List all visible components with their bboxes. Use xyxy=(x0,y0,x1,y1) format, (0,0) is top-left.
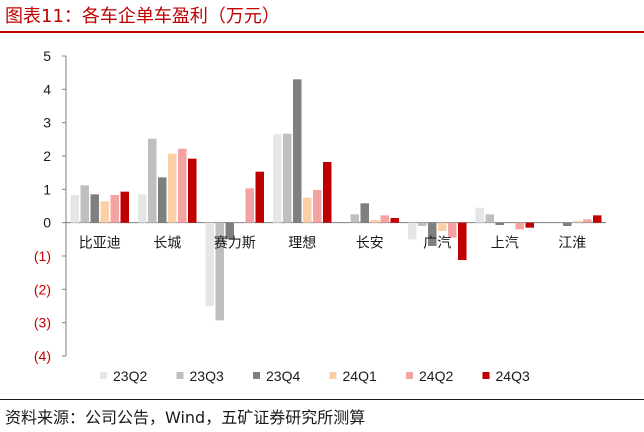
legend-swatch xyxy=(253,372,260,379)
legend-label: 24Q3 xyxy=(496,368,530,384)
bar-24Q3-赛力斯 xyxy=(255,171,264,223)
legend: 23Q2 23Q3 23Q4 24Q1 24Q2 24Q3 xyxy=(100,368,530,384)
bar-23Q4-长城 xyxy=(158,177,167,223)
bar-24Q1-广汽 xyxy=(438,222,447,231)
y-tick-label: (1) xyxy=(34,248,51,264)
bar-chart: 5 4 3 2 1 0 (1) (2) (3) (4) 比亚迪 长城 赛力斯 理想 长安 广汽 上汽 江淮 23… xyxy=(34,48,606,384)
title-underline xyxy=(0,31,644,33)
legend-label: 23Q3 xyxy=(190,368,224,384)
bar-23Q2-比亚迪 xyxy=(70,195,79,223)
category-label: 赛力斯 xyxy=(214,236,256,252)
footer-divider xyxy=(0,399,644,400)
bar-24Q1-长安 xyxy=(370,220,379,223)
bar-24Q2-长城 xyxy=(178,148,187,223)
bar-23Q4-上汽 xyxy=(495,222,504,225)
y-tick-label: 5 xyxy=(43,48,51,64)
bar-23Q2-广汽 xyxy=(408,222,417,240)
bar-24Q3-长安 xyxy=(390,218,399,223)
legend-swatch xyxy=(482,372,490,379)
bar-23Q3-长安 xyxy=(350,214,359,223)
bar-23Q4-广汽 xyxy=(428,222,437,246)
bar-23Q4-赛力斯 xyxy=(225,222,234,240)
bars xyxy=(70,79,602,321)
bar-23Q2-长城 xyxy=(138,194,147,223)
bar-23Q4-江淮 xyxy=(563,222,572,226)
bar-24Q3-理想 xyxy=(323,162,332,223)
legend-label: 24Q2 xyxy=(419,368,453,384)
bar-24Q3-比亚迪 xyxy=(120,191,129,223)
bar-23Q2-理想 xyxy=(273,134,282,223)
y-tick-label: 1 xyxy=(43,181,51,197)
bar-23Q3-长城 xyxy=(148,138,157,223)
bar-23Q4-比亚迪 xyxy=(90,194,99,223)
bar-23Q2-上汽 xyxy=(475,207,484,223)
bar-24Q1-长城 xyxy=(168,153,177,223)
category-label: 比亚迪 xyxy=(79,236,121,252)
bar-23Q3-理想 xyxy=(283,133,292,223)
bar-23Q2-赛力斯 xyxy=(205,222,214,306)
bar-24Q2-广汽 xyxy=(448,222,457,238)
bar-24Q2-长安 xyxy=(380,215,389,223)
category-labels: 比亚迪 长城 赛力斯 理想 长安 广汽 上汽 江淮 xyxy=(79,236,587,252)
bar-23Q3-上汽 xyxy=(485,214,494,223)
y-tick-label: 0 xyxy=(43,215,51,231)
bar-23Q3-广汽 xyxy=(418,222,427,226)
bar-24Q2-江淮 xyxy=(583,219,592,223)
category-label: 上汽 xyxy=(491,236,519,252)
legend-swatch xyxy=(100,372,107,379)
legend-swatch xyxy=(176,372,184,379)
chart-title: 图表11：各车企单车盈利（万元） xyxy=(5,6,280,27)
legend-label: 23Q4 xyxy=(266,368,300,384)
bar-24Q2-上汽 xyxy=(515,222,524,230)
bar-24Q2-赛力斯 xyxy=(245,188,254,223)
legend-swatch xyxy=(406,372,413,379)
category-label: 长城 xyxy=(153,236,181,252)
y-tick-label: (4) xyxy=(34,348,51,364)
bar-24Q1-江淮 xyxy=(573,221,582,223)
y-tick-label: 4 xyxy=(43,81,51,97)
bar-23Q4-理想 xyxy=(293,79,302,223)
bar-24Q3-江淮 xyxy=(593,215,602,223)
legend-label: 24Q1 xyxy=(343,368,377,384)
bar-23Q3-比亚迪 xyxy=(80,185,89,223)
legend-swatch xyxy=(329,372,337,379)
y-tick-label: (3) xyxy=(34,315,51,331)
y-tick-label: 2 xyxy=(43,148,51,164)
y-tick-label: 3 xyxy=(43,115,51,131)
bar-24Q2-理想 xyxy=(313,190,322,223)
category-label: 广汽 xyxy=(423,236,451,252)
bar-24Q2-比亚迪 xyxy=(110,195,119,223)
y-tick-label: (2) xyxy=(34,281,51,297)
category-label: 江淮 xyxy=(558,236,586,252)
category-label: 长安 xyxy=(356,236,384,252)
bar-23Q3-赛力斯 xyxy=(215,222,224,321)
legend-label: 23Q2 xyxy=(113,368,147,384)
bar-24Q1-比亚迪 xyxy=(100,201,109,223)
bar-24Q3-长城 xyxy=(188,158,197,223)
bar-23Q4-长安 xyxy=(360,203,369,223)
category-label: 理想 xyxy=(288,236,316,252)
bar-24Q3-广汽 xyxy=(458,222,467,260)
bar-24Q3-上汽 xyxy=(525,222,534,228)
bar-24Q1-理想 xyxy=(303,197,312,223)
source-note: 资料来源：公司公告，Wind，五矿证券研究所测算 xyxy=(5,408,366,427)
